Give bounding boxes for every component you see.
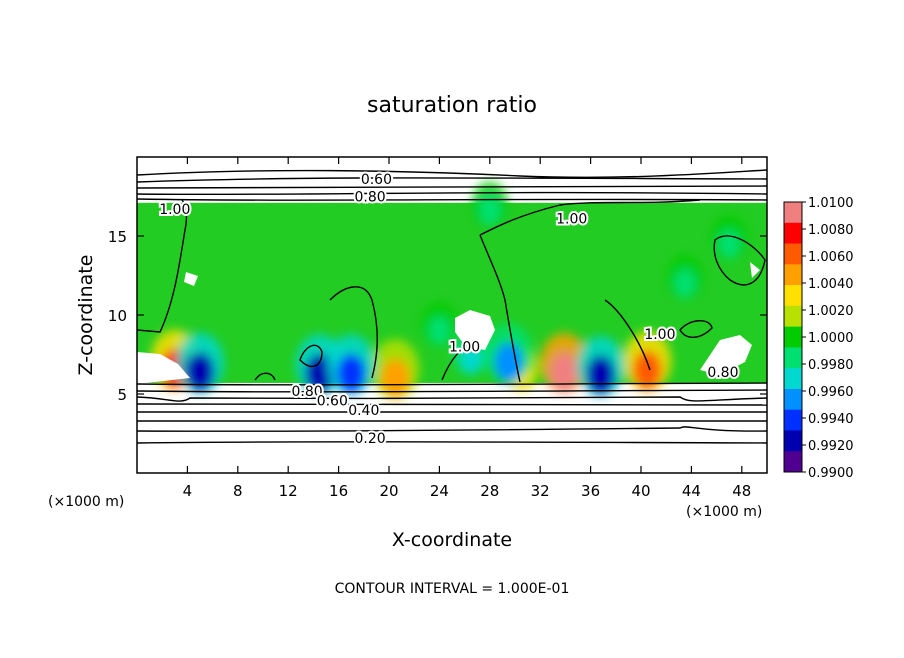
colorbar: 1.0100 1.0080 1.0060 1.0040 1.0020 1.0000 0.99… [783,196,854,481]
x-tick-label: 40 [631,482,650,500]
anomaly-blob [667,254,704,299]
colorbar-swatch [784,222,802,245]
contour-label: 0.60 [361,172,392,188]
anomaly-blob [421,302,458,347]
x-tick-label: 8 [233,482,243,500]
x-unit-label-right: (×1000 m) [686,504,762,520]
contour-lines [137,169,767,444]
contour-label: 1.00 [644,327,675,343]
colorbar-label: 0.9940 [808,412,854,427]
x-tick-label: 4 [183,482,193,500]
y-axis-label: Z-coordinate [75,255,97,376]
colorbar-swatch [784,347,802,369]
colorbar-swatch [784,243,802,265]
x-tick-label: 16 [329,482,348,500]
x-axis-label: X-coordinate [392,529,512,551]
y-tick-label: 15 [108,228,127,246]
contour-interval-note: CONTOUR INTERVAL = 1.000E-01 [335,581,570,597]
y-tick-label: 10 [108,307,127,325]
x-axis-ticks: 4 8 12 16 20 24 28 32 36 40 44 48 [183,157,751,500]
colorbar-label: 0.9900 [808,466,854,481]
colorbar-label: 1.0020 [808,304,854,319]
plot-area: 0.600.801.001.001.001.000.800.600.400.20… [137,157,767,473]
colorbar-label: 0.9920 [808,439,854,454]
contour-label: 0.80 [355,190,386,206]
x-tick-label: 12 [279,482,298,500]
chart-title: saturation ratio [367,93,537,118]
dry-patch [700,335,752,375]
contour-labels: 0.600.801.001.001.001.000.800.600.400.20… [157,170,740,449]
colorbar-swatch [784,430,802,452]
dry-patch [750,262,760,278]
colorbar-swatch [784,409,802,431]
x-unit-label-left: (×1000 m) [48,494,124,510]
x-tick-label: 32 [531,482,550,500]
contour-label: 0.20 [355,431,386,447]
x-tick-label: 44 [682,482,701,500]
colorbar-label: 1.0060 [808,250,854,265]
contour-label: 0.40 [348,403,379,419]
x-tick-label: 20 [379,482,398,500]
contour-label: 0.80 [292,384,323,400]
contour-label: 1.00 [159,202,190,218]
x-tick-label: 24 [430,482,449,500]
colorbar-label: 1.0100 [808,196,854,211]
colorbar-swatch [784,388,802,411]
y-tick-label: 5 [117,386,127,404]
anomaly-blob [576,336,625,397]
colorbar-label: 0.9980 [808,358,854,373]
x-tick-label: 36 [581,482,600,500]
colorbar-swatch [784,305,802,328]
dry-patch [184,272,198,286]
anomaly-blob [711,215,748,260]
colorbar-swatch [784,285,802,307]
anomaly-blob [540,332,589,393]
cloud-layer [137,202,767,383]
contour-label: 0.60 [317,393,348,409]
dry-patch [137,352,190,384]
colorbar-label: 1.0000 [808,331,854,346]
colorbar-swatch [784,326,802,348]
x-tick-label: 48 [732,482,751,500]
colorbar-swatch [784,368,802,390]
contour-label: 1.00 [449,340,480,356]
contour-label: 1.00 [556,212,587,228]
dry-patch [455,310,495,350]
colorbar-label: 1.0080 [808,223,854,238]
colorbar-label: 1.0040 [808,277,854,292]
x-tick-label: 28 [480,482,499,500]
y-axis-ticks: 5 10 15 [108,228,767,404]
anomaly-blob [471,182,508,227]
colorbar-swatch [784,264,802,286]
anomaly-blob [371,339,420,400]
colorbar-swatch [784,451,802,473]
contour-label: 0.80 [707,365,738,381]
colorbar-swatch [784,202,802,224]
anomaly-blob [327,334,376,395]
anomaly-blob [484,323,533,384]
colorbar-label: 0.9960 [808,385,854,400]
